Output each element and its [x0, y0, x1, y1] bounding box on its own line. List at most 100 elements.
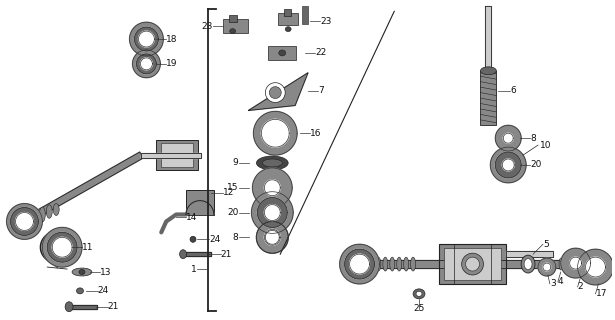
Polygon shape [253, 168, 292, 208]
Polygon shape [137, 54, 156, 74]
Polygon shape [23, 152, 143, 224]
Polygon shape [252, 192, 293, 233]
Polygon shape [344, 249, 375, 279]
Text: 10: 10 [540, 140, 552, 150]
Polygon shape [138, 31, 154, 47]
Ellipse shape [573, 258, 576, 270]
Ellipse shape [76, 288, 84, 294]
Polygon shape [258, 198, 287, 228]
Ellipse shape [524, 259, 532, 269]
Ellipse shape [566, 258, 569, 270]
Polygon shape [70, 305, 97, 309]
Polygon shape [350, 254, 370, 274]
Text: 24: 24 [98, 286, 109, 295]
Polygon shape [137, 54, 156, 74]
Polygon shape [47, 232, 77, 262]
Polygon shape [184, 252, 211, 256]
Ellipse shape [376, 257, 381, 271]
Text: 18: 18 [166, 35, 178, 44]
Text: 21: 21 [221, 250, 232, 259]
Polygon shape [543, 263, 551, 271]
Ellipse shape [521, 255, 535, 273]
Bar [278, 13, 298, 25]
Polygon shape [261, 119, 289, 147]
Ellipse shape [190, 236, 196, 242]
Ellipse shape [54, 204, 59, 215]
Text: 16: 16 [310, 129, 322, 138]
Bar [229, 15, 237, 22]
Polygon shape [502, 159, 514, 171]
Ellipse shape [403, 257, 408, 271]
Ellipse shape [229, 29, 236, 34]
Polygon shape [47, 232, 77, 262]
Ellipse shape [390, 257, 395, 271]
Bar [268, 46, 296, 60]
Ellipse shape [563, 258, 566, 270]
Ellipse shape [39, 207, 46, 222]
Polygon shape [133, 50, 161, 78]
Ellipse shape [79, 269, 85, 275]
Polygon shape [140, 58, 153, 70]
Polygon shape [495, 152, 521, 178]
Bar [444, 248, 501, 280]
Ellipse shape [383, 257, 388, 271]
Ellipse shape [72, 268, 92, 276]
Ellipse shape [369, 257, 374, 271]
Polygon shape [141, 153, 201, 157]
Polygon shape [248, 73, 308, 110]
Polygon shape [495, 125, 521, 151]
Text: 11: 11 [82, 243, 93, 252]
Polygon shape [495, 152, 521, 178]
Polygon shape [577, 249, 613, 285]
Polygon shape [10, 208, 38, 235]
Bar [186, 190, 214, 214]
Text: 13: 13 [100, 268, 111, 276]
Text: 12: 12 [223, 188, 234, 197]
Text: 4: 4 [558, 277, 563, 286]
Polygon shape [569, 257, 582, 269]
Polygon shape [490, 147, 526, 183]
Text: 20: 20 [530, 160, 541, 170]
Polygon shape [10, 208, 38, 235]
Ellipse shape [65, 302, 73, 312]
Ellipse shape [264, 231, 280, 243]
Polygon shape [41, 230, 62, 264]
Polygon shape [561, 248, 590, 278]
Text: 15: 15 [227, 183, 239, 192]
Text: 21: 21 [108, 302, 119, 311]
Polygon shape [344, 249, 375, 279]
Bar [223, 19, 247, 33]
Polygon shape [258, 198, 287, 228]
Ellipse shape [263, 159, 282, 167]
Text: 24: 24 [209, 235, 220, 244]
Text: 6: 6 [510, 86, 516, 95]
Polygon shape [7, 204, 42, 239]
Polygon shape [339, 260, 597, 268]
Ellipse shape [269, 87, 281, 99]
Text: 23: 23 [320, 17, 331, 26]
Polygon shape [15, 212, 33, 230]
Ellipse shape [480, 67, 496, 75]
Ellipse shape [285, 27, 291, 32]
Polygon shape [135, 27, 158, 51]
Polygon shape [135, 27, 158, 51]
Polygon shape [506, 251, 553, 257]
Text: 5: 5 [543, 240, 549, 249]
Polygon shape [503, 133, 513, 143]
Polygon shape [52, 237, 72, 257]
Ellipse shape [279, 50, 286, 56]
Text: 17: 17 [595, 289, 607, 298]
Ellipse shape [466, 257, 480, 271]
Text: 25: 25 [413, 304, 425, 313]
Text: 14: 14 [186, 213, 197, 222]
Text: 22: 22 [315, 48, 326, 57]
Polygon shape [585, 257, 605, 277]
Text: 8: 8 [530, 134, 536, 143]
Bar [156, 140, 198, 170]
Polygon shape [339, 244, 379, 284]
Polygon shape [256, 221, 288, 253]
Text: 2: 2 [577, 282, 583, 292]
Polygon shape [265, 230, 279, 244]
Bar [161, 143, 193, 167]
Bar [302, 6, 308, 24]
